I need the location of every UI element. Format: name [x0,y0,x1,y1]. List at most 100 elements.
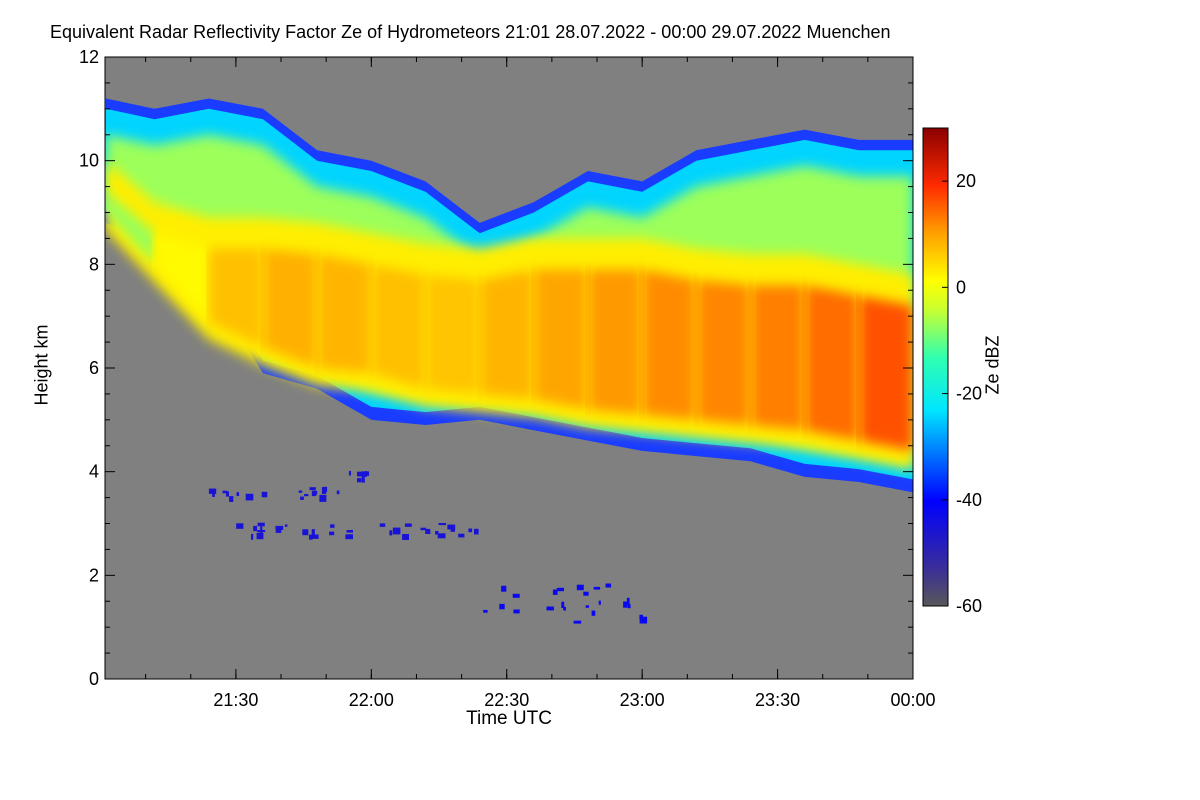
weak-echo-mark [260,526,263,533]
weak-echo-mark [379,523,386,527]
y-tick-label: 6 [89,358,99,378]
y-tick-label: 12 [79,47,99,67]
weak-echo-mark [284,524,288,527]
weak-echo-mark [330,524,335,528]
weak-echo-mark [593,586,601,590]
weak-echo-mark [626,597,630,605]
weak-echo-mark [336,490,340,495]
cloud-core-segment [208,248,263,348]
cloud-core-segment [317,253,372,374]
weak-echo-mark [623,601,628,608]
weak-echo-mark [364,471,367,477]
colorbar: 20 0 -20 -40 -60 [922,127,982,616]
x-tick-label: 23:00 [620,690,665,710]
weak-echo-mark [361,475,365,483]
weak-echo-mark [458,533,465,538]
weak-echo-mark [483,609,488,613]
x-tick-label: 21:30 [213,690,258,710]
weak-echo-mark [348,471,351,476]
cloud-core-segment [696,279,751,426]
cloud-core-segment [804,285,859,441]
weak-echo-mark [304,494,309,497]
weak-echo-mark [474,528,479,535]
weak-echo-mark [447,524,456,530]
weak-echo-mark [573,620,582,624]
y-tick-label: 2 [89,565,99,585]
x-tick-label: 22:00 [349,690,394,710]
weak-echo-mark [319,494,327,502]
weak-echo-mark [312,534,319,539]
colorbar-tick-label: -60 [956,596,982,616]
weak-echo-mark [556,587,564,592]
weak-echo-mark [395,529,401,533]
colorbar-tick-label: -20 [956,384,982,404]
cloud-core-segment [425,274,480,394]
colorbar-tick-label: -40 [956,490,982,510]
y-tick-label: 0 [89,669,99,689]
weak-echo-mark [345,534,353,540]
weak-echo-mark [583,591,589,596]
weak-echo-mark [639,616,648,624]
weak-echo-mark [210,488,215,492]
weak-echo-mark [512,593,520,598]
colorbar-tick-label: 20 [956,171,976,191]
weak-echo-mark [561,601,565,608]
chart-title: Equivalent Radar Reflectivity Factor Ze … [50,22,891,42]
y-tick-label: 8 [89,254,99,274]
weak-echo-mark [357,471,365,477]
cloud-core-segment [587,269,643,415]
weak-echo-mark [357,478,362,483]
weak-echo-mark [435,531,439,535]
cloud-core-segment [533,269,588,410]
cloud-core-segment [371,264,426,389]
weak-echo-mark [257,530,266,533]
weak-echo-mark [605,583,612,588]
weak-echo-mark [236,492,240,496]
weak-echo-mark [402,534,409,540]
weak-echo-mark [245,493,254,501]
weak-echo-mark [598,600,601,605]
y-tick-label: 10 [79,151,99,171]
x-axis-label: Time UTC [466,708,552,729]
weak-echo-mark [420,527,427,531]
weak-echo-mark [585,605,589,608]
weak-echo-mark [229,496,234,502]
cloud-core-segment [154,233,209,322]
weak-echo-mark [300,496,304,500]
cloud-core-segment [858,295,913,451]
y-tick-label: 4 [89,462,99,482]
colorbar-gradient [922,127,949,607]
weak-echo-mark [438,523,446,526]
x-tick-label: 22:30 [484,690,529,710]
weak-echo-mark [404,523,412,527]
reflectivity-field [105,57,913,679]
cloud-core-segment [642,269,697,420]
weak-echo-mark [468,528,473,533]
cloud-core-segment [105,191,155,265]
colorbar-tick-label: 0 [956,277,966,297]
weak-echo-mark [513,609,520,614]
weak-echo-mark [226,491,229,497]
weak-echo-mark [450,529,455,532]
weak-echo-mark [275,526,282,533]
weak-echo-mark [298,490,303,493]
weak-echo-mark [346,530,353,533]
weak-echo-mark [439,533,445,537]
weak-echo-mark [311,529,315,535]
cloud-core-segment [262,248,318,368]
weak-echo-mark [321,487,327,494]
x-tick-label: 00:00 [890,690,935,710]
weak-echo-mark [312,490,318,495]
weak-echo-mark [499,603,505,610]
weak-echo-mark [257,522,265,527]
weak-echo-mark [302,529,309,536]
weak-echo-mark [576,584,584,591]
weak-echo-mark [236,523,244,529]
weak-echo-mark [309,534,313,540]
weak-echo-mark [627,604,631,609]
weak-echo-mark [546,606,554,611]
weak-echo-mark [591,610,596,616]
weak-echo-mark [563,606,566,611]
weak-echo-mark [261,491,268,498]
